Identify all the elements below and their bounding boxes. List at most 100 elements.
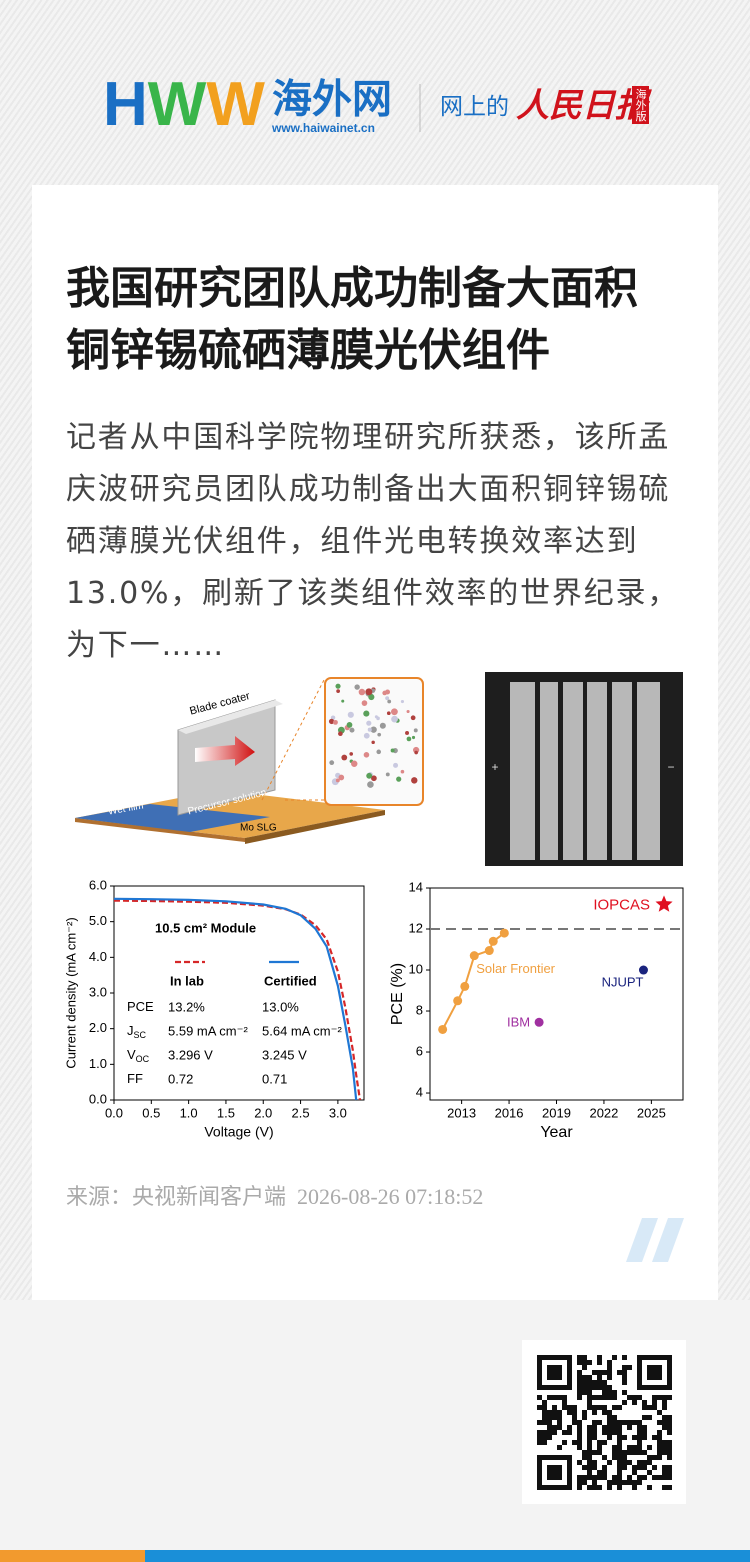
x-tick-label: 2013 [447,1105,476,1120]
qr-module [667,1440,672,1445]
qr-module [622,1380,627,1385]
qr-module [597,1440,602,1445]
qr-module [577,1425,582,1430]
qr-module [642,1415,647,1420]
qr-module [602,1385,607,1390]
qr-module [587,1400,592,1405]
qr-module [567,1405,572,1410]
edition-box [632,86,649,124]
qr-module [607,1395,612,1400]
qr-module [652,1405,657,1410]
qr-module [667,1475,672,1480]
qr-module [617,1435,622,1440]
y-tick-label: 6.0 [89,877,107,892]
qr-module [647,1485,652,1490]
x-tick-label: 2025 [637,1105,666,1120]
qr-module [662,1395,667,1400]
qr-module [667,1395,672,1400]
qr-module [612,1415,617,1420]
qr-module [622,1460,627,1465]
qr-module [607,1485,612,1490]
qr-module [617,1445,622,1450]
qr-module [637,1475,642,1480]
qr-module [582,1375,587,1380]
qr-module [637,1445,642,1450]
row-label: PCE [127,999,154,1014]
atom [405,730,410,735]
qr-module [537,1405,542,1410]
legend-title: 10.5 cm² Module [155,920,256,935]
qr-module [562,1440,567,1445]
qr-module [647,1445,652,1450]
atom [347,711,354,718]
atom [367,781,374,788]
qr-module [652,1435,657,1440]
qr-module [592,1435,597,1440]
qr-module [602,1425,607,1430]
series-label: IOPCAS [593,896,650,913]
qr-module [617,1470,622,1475]
qr-module [647,1455,652,1460]
marker [453,996,463,1006]
qr-module [587,1375,592,1380]
qr-module [667,1425,672,1430]
qr-module [592,1480,597,1485]
qr-module [587,1485,592,1490]
atom [335,683,341,689]
qr-module [597,1475,602,1480]
qr-module [597,1470,602,1475]
atom [406,736,412,742]
qr-module [587,1385,592,1390]
qr-module [662,1415,667,1420]
qr-module [642,1405,647,1410]
qr-module [632,1465,637,1470]
qr-module [542,1415,547,1420]
qr-module [582,1385,587,1390]
qr-module [602,1465,607,1470]
atom [379,722,386,729]
qr-module [602,1475,607,1480]
qr-module [592,1385,597,1390]
atom [371,740,375,745]
qr-module [567,1410,572,1415]
qr-module [617,1430,622,1435]
qr-module [652,1395,657,1400]
cell: 5.64 mA cm⁻² [262,1023,342,1038]
qr-module [602,1410,607,1415]
qr-module [577,1390,582,1395]
qr-module [637,1480,642,1485]
atom [385,696,390,701]
qr-module [552,1410,557,1415]
qr-module [587,1380,592,1385]
qr-module [612,1395,617,1400]
marker [534,1017,544,1027]
qr-module [627,1425,632,1430]
atom [349,752,354,756]
qr-module [617,1440,622,1445]
qr-module [547,1430,552,1435]
x-tick-label: 2.0 [254,1105,272,1120]
qr-module [662,1485,667,1490]
legend-label: Certified [264,973,317,988]
qr-module [547,1395,552,1400]
qr-module [542,1440,547,1445]
qr-module [632,1435,637,1440]
qr-module [662,1405,667,1410]
qr-module [597,1385,602,1390]
qr-module [602,1455,607,1460]
qr-module [612,1425,617,1430]
bar [145,1550,750,1562]
atom [363,752,370,758]
atom [377,732,382,737]
qr-module [667,1485,672,1490]
qr-module [637,1440,642,1445]
qr-module [547,1410,552,1415]
marker [460,981,470,991]
figure: Blade coater Wet film Precursor solution… [63,672,684,1141]
qr-module [617,1450,622,1455]
qr-module [632,1445,637,1450]
qr-module [602,1380,607,1385]
marker [488,936,498,946]
row-label: VOC [127,1047,150,1064]
